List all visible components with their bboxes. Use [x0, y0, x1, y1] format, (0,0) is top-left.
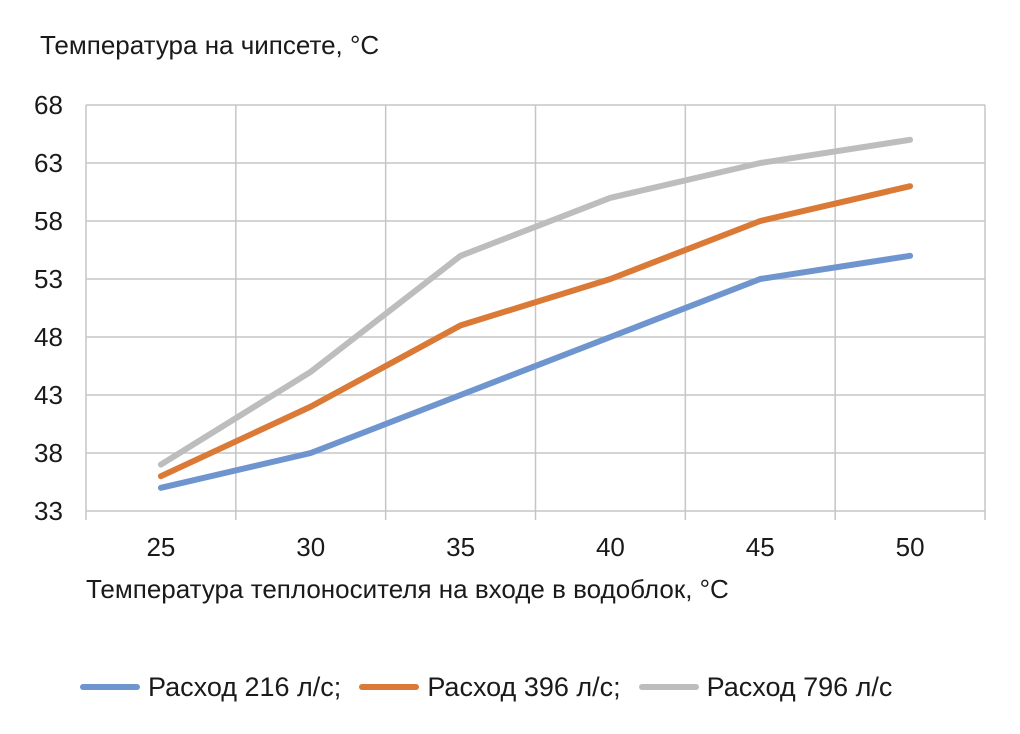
y-tick-label-58: 58 — [34, 206, 63, 236]
y-tick-label-38: 38 — [34, 438, 63, 468]
legend: Расход 216 л/с; Расход 396 л/с; Расход 7… — [80, 667, 910, 707]
y-tick-label-43: 43 — [34, 380, 63, 410]
data-point-s3-25 — [160, 464, 162, 466]
x-tick-label-45: 45 — [746, 532, 775, 562]
legend-swatch-series-3 — [638, 684, 699, 690]
data-point-s3-35 — [460, 255, 462, 257]
x-tick-label-35: 35 — [446, 532, 475, 562]
y-tick-labels: 33 38 43 48 53 58 63 68 — [34, 90, 63, 526]
data-point-s1-40 — [609, 336, 611, 338]
x-tick-labels: 25 30 35 40 45 50 — [146, 532, 924, 562]
y-tick-label-53: 53 — [34, 264, 63, 294]
data-point-s2-35 — [460, 324, 462, 326]
legend-label-series-1: Расход 216 л/с; — [148, 671, 342, 702]
x-tick-label-40: 40 — [596, 532, 625, 562]
grid — [85, 104, 986, 520]
data-point-s1-45 — [759, 278, 761, 280]
series-line-1 — [157, 252, 914, 491]
data-point-s1-50 — [909, 255, 911, 257]
data-point-s2-40 — [609, 278, 611, 280]
x-tick-label-25: 25 — [146, 532, 175, 562]
series-line-3 — [157, 136, 914, 468]
legend-label-series-2: Расход 396 л/с; — [427, 671, 621, 702]
data-point-s3-30 — [310, 371, 312, 373]
x-axis-title: Температура теплоносителя на входе в вод… — [86, 574, 729, 604]
series-line-2 — [157, 183, 914, 480]
y-tick-label-33: 33 — [34, 496, 63, 526]
y-tick-label-63: 63 — [34, 148, 63, 178]
legend-item-series-2: Расход 396 л/с; — [359, 671, 621, 703]
data-point-s3-45 — [759, 162, 761, 164]
legend-swatch-series-2 — [359, 684, 420, 690]
y-tick-label-68: 68 — [34, 90, 63, 120]
legend-item-series-3: Расход 796 л/с — [638, 671, 893, 703]
data-point-s3-40 — [609, 197, 611, 199]
data-point-s1-35 — [460, 394, 462, 396]
data-point-s2-45 — [759, 220, 761, 222]
x-tick-label-50: 50 — [896, 532, 925, 562]
series-lines — [157, 136, 914, 491]
legend-item-series-1: Расход 216 л/с; — [80, 672, 341, 703]
data-point-s3-50 — [909, 139, 911, 141]
y-tick-label-48: 48 — [34, 322, 63, 352]
data-point-s2-30 — [310, 406, 312, 408]
data-point-s2-25 — [160, 475, 162, 477]
legend-swatch-series-1 — [80, 684, 140, 690]
data-point-s2-50 — [909, 185, 911, 187]
x-tick-label-30: 30 — [296, 532, 325, 562]
legend-label-series-3: Расход 796 л/с — [706, 671, 893, 702]
y-axis-title: Температура на чипсете, °С — [40, 30, 380, 60]
data-point-s1-25 — [160, 487, 162, 489]
data-point-s1-30 — [310, 452, 312, 454]
